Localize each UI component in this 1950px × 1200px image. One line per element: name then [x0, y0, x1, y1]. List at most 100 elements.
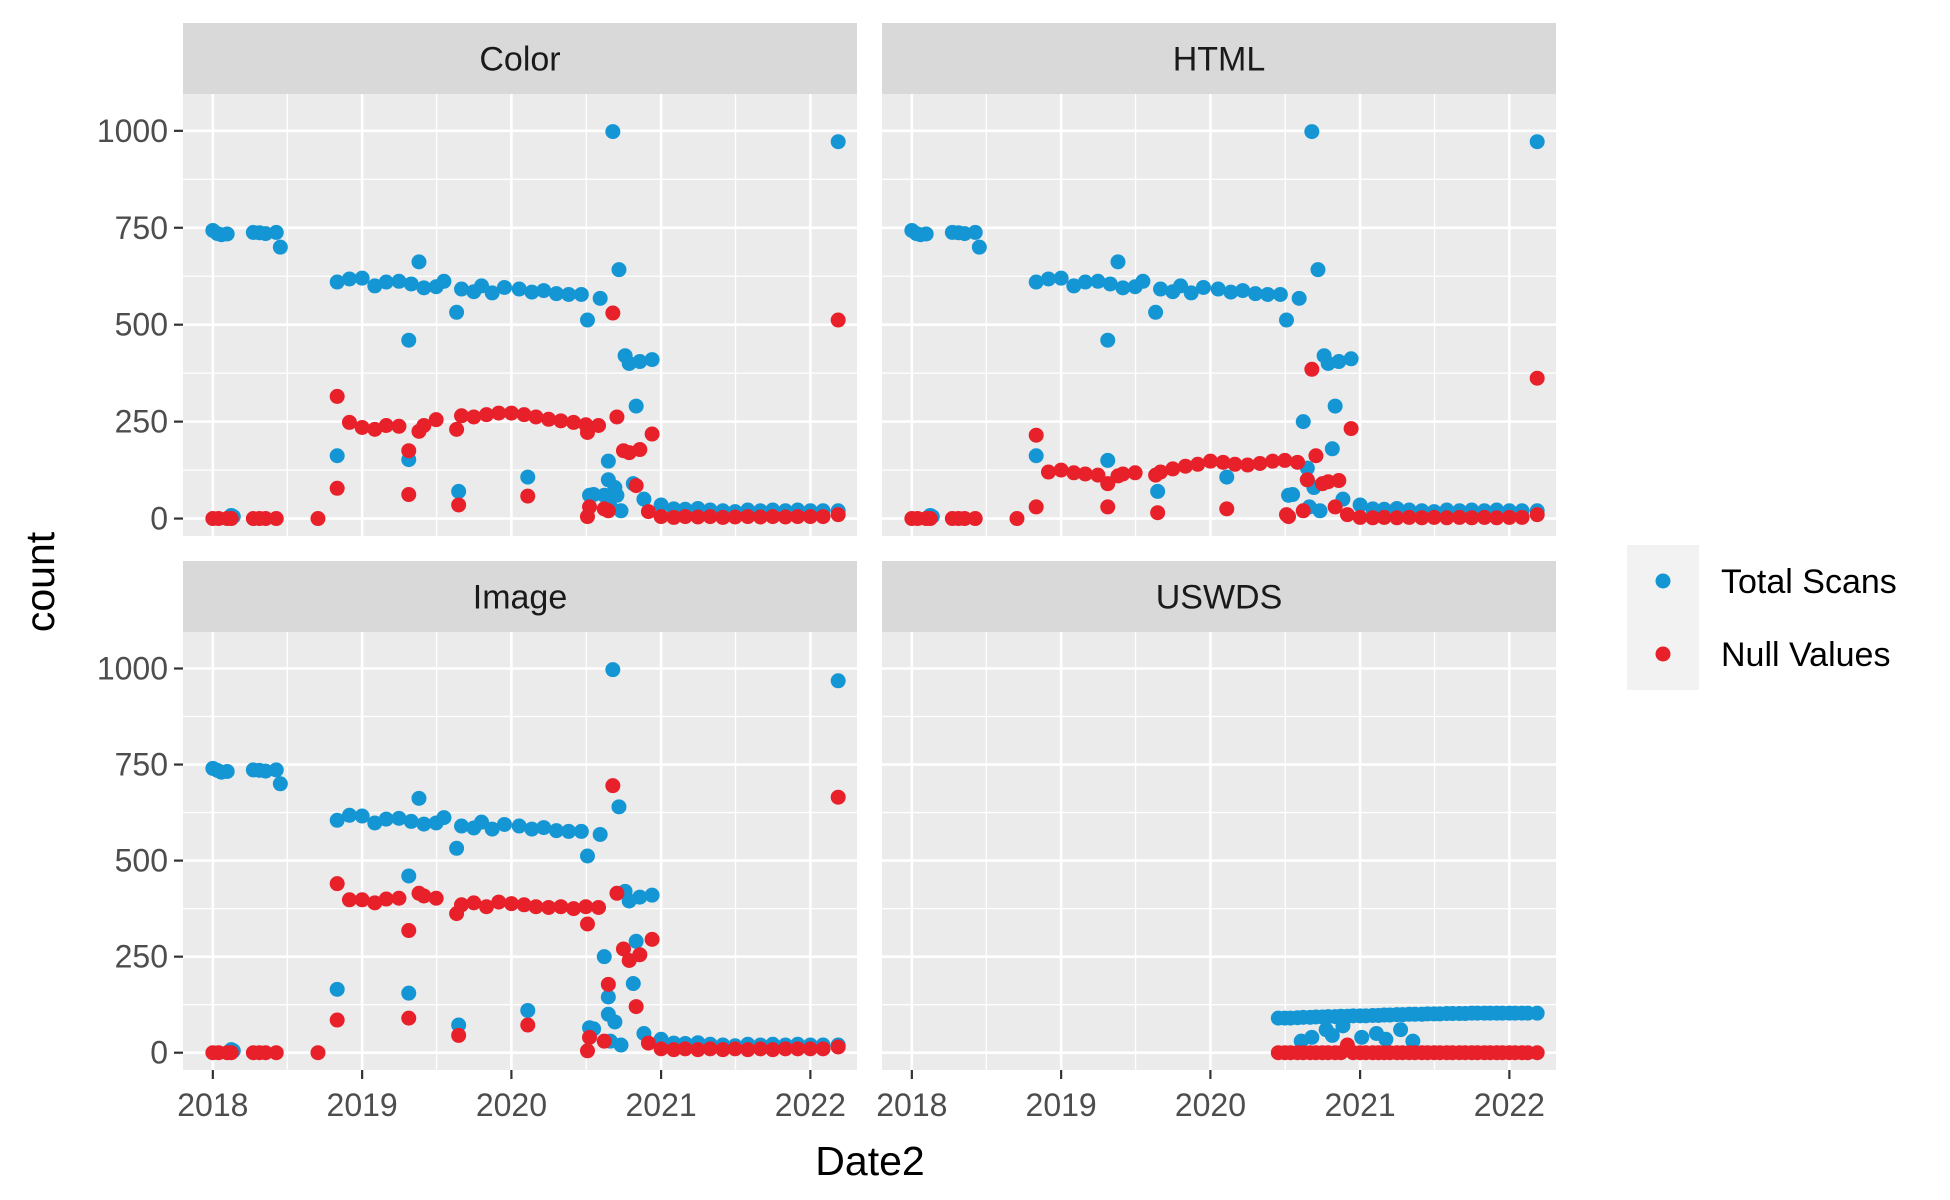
legend-key-total-scans — [1655, 573, 1671, 589]
point-total-scans — [1173, 278, 1189, 294]
point-total-scans — [511, 281, 527, 297]
point-null-values — [449, 421, 465, 437]
point-total-scans — [354, 808, 370, 824]
point-null-values — [609, 885, 625, 901]
point-null-values — [690, 1042, 706, 1058]
point-null-values — [310, 1045, 326, 1061]
y-tick-label: 500 — [115, 307, 168, 343]
axes-layer: 0 250 500 750 1000 0 250 500 750 1000 2018 2019 2020… — [97, 113, 1545, 1123]
point-null-values — [401, 923, 417, 939]
point-null-values — [690, 509, 706, 525]
point-null-values — [503, 405, 519, 421]
point-total-scans — [1235, 283, 1251, 299]
point-null-values — [1401, 509, 1417, 525]
point-total-scans — [644, 352, 660, 368]
point-total-scans — [378, 274, 394, 290]
point-null-values — [503, 896, 519, 912]
point-null-values — [1040, 464, 1056, 480]
point-total-scans — [1153, 281, 1169, 297]
point-null-values — [582, 1029, 598, 1045]
point-total-scans — [272, 239, 288, 255]
point-total-scans — [600, 453, 616, 469]
point-null-values — [605, 305, 621, 321]
point-total-scans — [628, 398, 644, 414]
point-null-values — [1389, 510, 1405, 526]
x-tick-label: 2018 — [876, 1087, 947, 1123]
facet-strip-label: USWDS — [1156, 579, 1283, 617]
point-null-values — [752, 1041, 768, 1057]
point-total-scans — [1304, 1029, 1320, 1045]
point-null-values — [329, 1012, 345, 1028]
data-points — [1270, 1005, 1545, 1061]
point-null-values — [777, 509, 793, 525]
point-null-values — [1327, 499, 1343, 515]
point-total-scans — [524, 284, 540, 300]
point-null-values — [727, 1041, 743, 1057]
point-total-scans — [536, 820, 552, 836]
point-total-scans — [1324, 441, 1340, 457]
point-total-scans — [484, 285, 500, 301]
point-total-scans — [830, 673, 846, 689]
point-null-values — [391, 418, 407, 434]
point-null-values — [1529, 370, 1545, 386]
point-null-values — [765, 509, 781, 525]
legend: Total Scans Null Values — [1627, 545, 1897, 690]
point-null-values — [790, 1041, 806, 1057]
legend-label-total-scans: Total Scans — [1721, 563, 1897, 601]
point-null-values — [1190, 456, 1206, 472]
point-null-values — [528, 409, 544, 425]
point-total-scans — [524, 821, 540, 837]
point-total-scans — [219, 763, 235, 779]
point-total-scans — [411, 254, 427, 270]
point-null-values — [702, 509, 718, 525]
point-total-scans — [511, 818, 527, 834]
point-total-scans — [268, 224, 284, 240]
point-null-values — [1514, 509, 1530, 525]
data-points — [205, 124, 846, 527]
point-null-values — [1100, 476, 1116, 492]
point-null-values — [579, 916, 595, 932]
facet-strip-label: Color — [479, 41, 560, 79]
legend-key-background — [1627, 545, 1699, 690]
point-null-values — [740, 509, 756, 525]
point-null-values — [677, 1041, 693, 1057]
point-total-scans — [579, 312, 595, 328]
x-tick-label: 2021 — [1325, 1087, 1396, 1123]
point-total-scans — [1343, 351, 1359, 367]
point-total-scans — [1195, 279, 1211, 295]
point-null-values — [740, 1042, 756, 1058]
point-null-values — [715, 509, 731, 525]
point-total-scans — [1090, 273, 1106, 289]
facet-html: HTML — [882, 23, 1556, 536]
y-tick-label: 500 — [115, 843, 168, 879]
point-null-values — [516, 897, 532, 913]
point-null-values — [1529, 507, 1545, 523]
point-total-scans — [971, 239, 987, 255]
point-null-values — [491, 405, 507, 421]
point-null-values — [428, 412, 444, 428]
point-total-scans — [632, 889, 648, 905]
x-axis-title: Date2 — [815, 1138, 924, 1184]
point-total-scans — [354, 270, 370, 286]
point-total-scans — [1327, 398, 1343, 414]
point-null-values — [466, 895, 482, 911]
point-total-scans — [1378, 1031, 1394, 1047]
facet-strip — [882, 561, 1556, 632]
point-total-scans — [1066, 278, 1082, 294]
point-null-values — [378, 418, 394, 433]
point-null-values — [600, 976, 616, 992]
point-total-scans — [1115, 280, 1131, 296]
point-total-scans — [451, 1017, 467, 1033]
point-total-scans — [1247, 286, 1263, 302]
point-null-values — [830, 312, 846, 328]
point-null-values — [329, 388, 345, 404]
point-null-values — [582, 499, 598, 515]
point-null-values — [922, 511, 938, 527]
gridlines — [183, 632, 857, 1070]
point-total-scans — [1278, 312, 1294, 328]
point-total-scans — [1285, 487, 1301, 503]
point-null-values — [553, 413, 569, 429]
point-total-scans — [416, 816, 432, 832]
y-tick-label: 250 — [115, 939, 168, 975]
point-null-values — [541, 411, 557, 427]
